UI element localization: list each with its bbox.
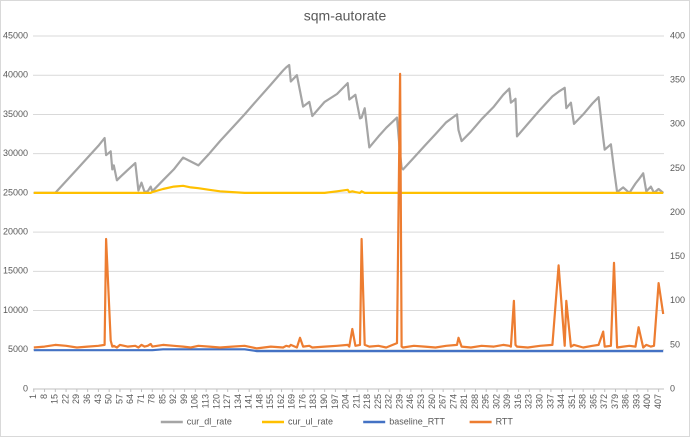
x-tick-label: 183 [308,394,318,409]
x-tick-label: 379 [610,394,620,409]
x-tick-label: 211 [351,394,361,408]
series-line [33,72,665,350]
x-tick-label: 113 [201,394,211,408]
x-tick-label: 64 [125,394,135,404]
x-tick-label: 344 [556,394,566,409]
x-tick-label: 309 [502,394,512,409]
x-tick-label: 365 [588,394,598,409]
x-tick-label: 260 [427,394,437,409]
x-tick-label: 351 [567,394,577,409]
x-tick-label: 57 [114,394,124,404]
y2-tick-label: 350 [670,75,685,85]
y-tick-label: 10000 [3,305,28,315]
y2-tick-label: 0 [670,383,675,393]
x-tick-label: 400 [642,394,652,409]
x-tick-label: 106 [190,394,200,409]
x-tick-label: 358 [578,394,588,409]
x-tick-label: 274 [448,394,458,409]
y2-tick-label: 50 [670,339,680,349]
legend-label: cur_ul_rate [288,416,333,426]
x-tick-label: 393 [631,394,641,409]
x-tick-label: 316 [513,394,523,409]
x-tick-label: 218 [362,394,372,409]
x-tick-label: 43 [93,394,103,404]
x-tick-label: 302 [491,394,501,409]
y-tick-label: 15000 [3,266,28,276]
chart-title: sqm-autorate [304,8,387,24]
x-tick-label: 176 [297,394,307,409]
x-tick-label: 337 [545,394,555,409]
x-tick-label: 253 [416,394,426,409]
x-tick-label: 246 [405,394,415,409]
x-tick-label: 386 [621,394,631,409]
y2-tick-label: 200 [670,207,685,217]
legend-label: RTT [496,416,514,426]
x-tick-label: 15 [50,394,60,404]
x-tick-label: 288 [470,394,480,409]
x-tick-label: 120 [211,394,221,409]
x-tick-label: 239 [394,394,404,409]
x-tick-label: 162 [276,394,286,409]
x-tick-label: 323 [524,394,534,409]
x-tick-label: 232 [384,394,394,409]
x-tick-label: 22 [60,394,70,404]
x-tick-label: 127 [222,394,232,409]
legend-label: baseline_RTT [389,416,445,426]
x-tick-label: 8 [39,394,49,399]
legend-label: cur_dl_rate [187,416,232,426]
y2-tick-label: 400 [670,30,685,40]
y-tick-label: 45000 [3,30,28,40]
x-tick-label: 29 [71,394,81,404]
series-line [33,184,664,194]
y-tick-label: 30000 [3,148,28,158]
y2-tick-label: 300 [670,119,685,129]
x-tick-label: 281 [459,394,469,409]
x-tick-label: 148 [254,394,264,409]
x-tick-label: 372 [599,394,609,409]
x-tick-label: 407 [653,394,663,409]
y2-tick-label: 100 [670,295,685,305]
x-tick-label: 204 [341,394,351,409]
x-tick-label: 1 [28,394,38,399]
x-tick-label: 78 [147,394,157,404]
y2-tick-label: 150 [670,251,685,261]
y-tick-label: 20000 [3,226,28,236]
x-tick-label: 71 [136,394,146,404]
x-tick-label: 155 [265,394,275,409]
x-tick-label: 85 [157,394,167,404]
y-tick-label: 35000 [3,109,28,119]
x-tick-label: 99 [179,394,189,404]
series-line [33,63,664,194]
series-line [33,348,664,353]
x-tick-label: 36 [82,394,92,404]
x-tick-label: 50 [104,394,114,404]
x-tick-label: 169 [287,394,297,409]
x-tick-label: 134 [233,394,243,409]
y-tick-label: 0 [23,383,28,393]
x-tick-label: 92 [168,394,178,404]
y2-tick-label: 250 [670,163,685,173]
x-tick-label: 141 [244,394,254,409]
y-tick-label: 25000 [3,187,28,197]
x-tick-label: 295 [481,394,491,409]
x-tick-label: 225 [373,394,383,409]
x-tick-label: 197 [330,394,340,409]
y-tick-label: 5000 [8,344,28,354]
x-tick-label: 330 [534,394,544,409]
y-tick-label: 40000 [3,70,28,80]
x-tick-label: 190 [319,394,329,409]
x-tick-label: 267 [438,394,448,409]
